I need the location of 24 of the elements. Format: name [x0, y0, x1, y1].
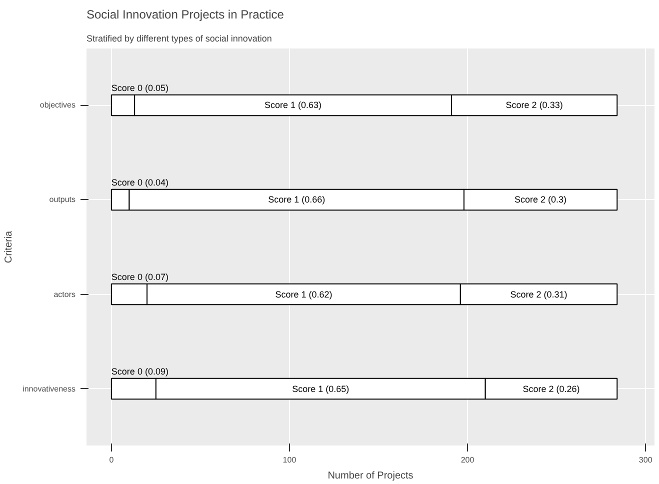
y-tick-label: outputs — [49, 195, 76, 204]
data-label: Score 0 (0.09) — [111, 366, 168, 376]
data-label: Score 2 (0.31) — [510, 289, 568, 300]
y-axis-title: Criteria — [4, 230, 15, 264]
data-label: Score 1 (0.63) — [264, 100, 322, 110]
data-label: Score 2 (0.26) — [522, 384, 580, 394]
y-tick-label: actors — [54, 290, 76, 299]
x-tick-label: 0 — [109, 456, 114, 464]
x-tick-label: 100 — [282, 456, 297, 464]
data-label: Score 0 (0.05) — [111, 82, 168, 93]
chart-subtitle: Stratified by different types of social innovation — [86, 34, 272, 44]
data-label: Score 1 (0.65) — [292, 384, 350, 394]
y-tick-label: objectives — [40, 100, 76, 110]
data-label: Score 0 (0.04) — [111, 177, 168, 188]
data-label: Score 1 (0.62) — [275, 289, 332, 300]
chart-title: Social Innovation Projects in Practice — [86, 8, 284, 22]
data-label: Score 2 (0.3) — [514, 194, 567, 205]
data-label: Score 1 (0.66) — [268, 194, 326, 205]
data-label: Score 2 (0.33) — [506, 100, 563, 110]
x-tick-label: 300 — [638, 456, 653, 464]
y-tick-label: innovativeness — [22, 384, 76, 394]
x-axis-title: Number of Projects — [328, 470, 414, 482]
data-label: Score 0 (0.07) — [111, 272, 168, 282]
x-tick-label: 200 — [460, 456, 475, 464]
